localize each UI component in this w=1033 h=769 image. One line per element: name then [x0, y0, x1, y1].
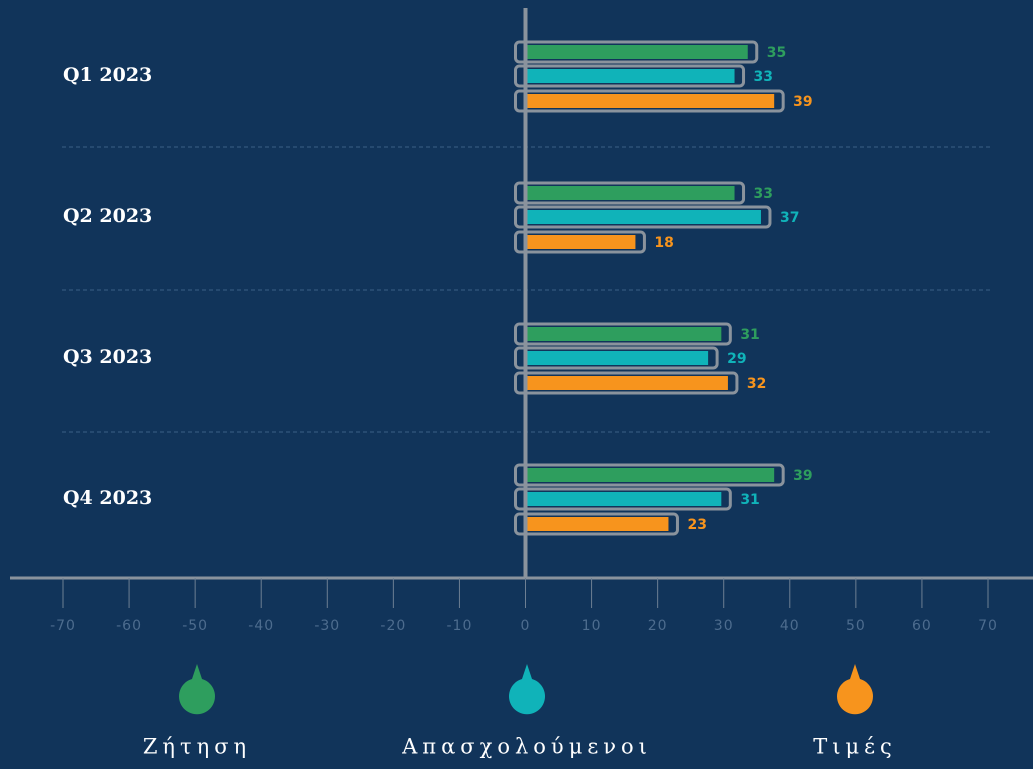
- x-tick-label: 10: [582, 618, 602, 634]
- bar: [525, 468, 775, 482]
- x-tick-label: 0: [521, 618, 531, 634]
- x-tick-label: -50: [182, 618, 208, 634]
- bar: [525, 186, 735, 200]
- category-label: Q1 2023: [63, 64, 152, 86]
- bar-outline: [514, 230, 646, 254]
- category-label: Q4 2023: [63, 487, 152, 509]
- category-label: Q2 2023: [63, 205, 152, 227]
- bar-outline: [514, 487, 732, 511]
- bar: [525, 94, 775, 108]
- bar-outline: [514, 181, 746, 205]
- bar-outline: [514, 89, 785, 113]
- bar-outline: [514, 205, 772, 229]
- value-label: 31: [740, 327, 759, 343]
- value-label: 18: [654, 235, 673, 251]
- value-label: 33: [754, 69, 773, 85]
- bar: [525, 376, 728, 390]
- bar-outline: [514, 346, 719, 370]
- value-label: 31: [740, 492, 759, 508]
- x-tick-label: 50: [846, 618, 866, 634]
- bar-outline: [514, 322, 732, 346]
- x-tick-label: 30: [714, 618, 734, 634]
- bar: [525, 517, 669, 531]
- x-tick-label: -10: [446, 618, 472, 634]
- bar: [525, 235, 636, 249]
- value-label: 39: [793, 468, 812, 484]
- x-tick-label: 60: [912, 618, 932, 634]
- value-label: 39: [793, 94, 812, 110]
- legend-label: Ζήτηση: [143, 735, 251, 759]
- value-label: 32: [747, 376, 766, 392]
- x-tick-label: -20: [380, 618, 406, 634]
- bar: [525, 69, 735, 83]
- bar: [525, 492, 722, 506]
- legend-marker: [837, 664, 873, 715]
- bar-outline: [514, 463, 785, 487]
- value-label: 23: [687, 517, 706, 533]
- value-label: 37: [780, 210, 799, 226]
- value-label: 33: [754, 186, 773, 202]
- x-tick-label: 20: [648, 618, 668, 634]
- category-label: Q3 2023: [63, 346, 152, 368]
- x-tick-label: 70: [978, 618, 998, 634]
- x-tick-label: -70: [50, 618, 76, 634]
- bar-outline: [514, 64, 746, 88]
- legend-label: Τιμές: [813, 735, 897, 759]
- value-label: 29: [727, 351, 746, 367]
- bar: [525, 45, 748, 59]
- bar: [525, 210, 761, 224]
- x-tick-label: -30: [314, 618, 340, 634]
- bar: [525, 327, 722, 341]
- legend-label: Απασχολούμενοι: [401, 735, 652, 759]
- bar-outline: [514, 512, 679, 536]
- x-tick-label: -60: [116, 618, 142, 634]
- bar-outline: [514, 40, 759, 64]
- bar-outline: [514, 371, 739, 395]
- x-tick-label: -40: [248, 618, 274, 634]
- legend-marker: [509, 664, 545, 715]
- x-tick-label: 40: [780, 618, 800, 634]
- legend-marker: [179, 664, 215, 715]
- bar: [525, 351, 709, 365]
- value-label: 35: [767, 45, 786, 61]
